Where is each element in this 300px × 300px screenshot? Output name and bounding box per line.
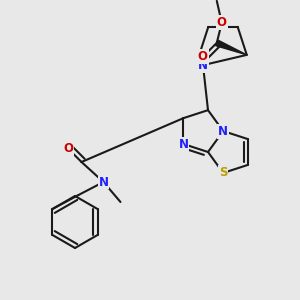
Text: N: N [218,124,228,138]
Text: S: S [219,167,227,179]
Text: N: N [198,59,208,72]
Text: N: N [178,137,188,151]
Text: N: N [98,176,109,188]
Text: O: O [198,50,208,63]
Text: O: O [217,16,227,29]
Text: O: O [64,142,74,155]
Polygon shape [216,40,247,55]
